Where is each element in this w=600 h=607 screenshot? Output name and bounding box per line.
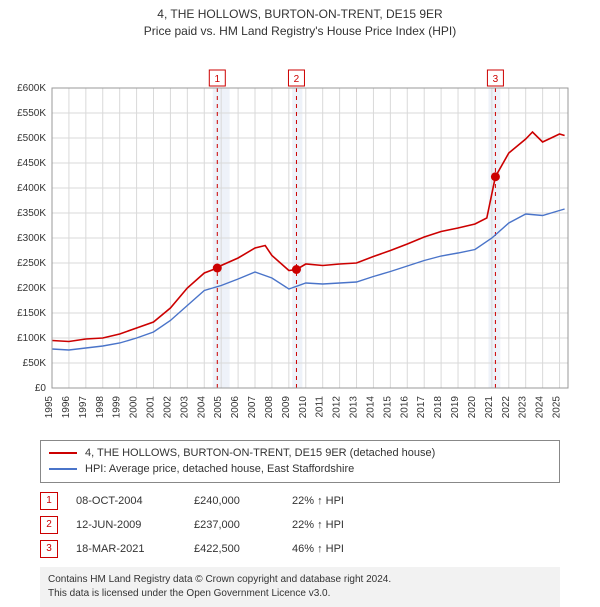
- x-tick-label: 2004: [196, 395, 207, 418]
- legend-label: 4, THE HOLLOWS, BURTON-ON-TRENT, DE15 9E…: [85, 445, 435, 462]
- legend-item: 4, THE HOLLOWS, BURTON-ON-TRENT, DE15 9E…: [49, 445, 551, 462]
- legend-label: HPI: Average price, detached house, East…: [85, 461, 354, 478]
- sale-row-pct: 22% ↑ HPI: [292, 519, 392, 531]
- y-tick-label: £200K: [17, 283, 46, 294]
- x-tick-label: 1995: [44, 395, 55, 418]
- x-tick-label: 1999: [112, 395, 123, 418]
- y-tick-label: £250K: [17, 258, 46, 269]
- x-tick-label: 2008: [264, 395, 275, 418]
- x-tick-label: 2011: [315, 395, 326, 417]
- sales-table: 1 08-OCT-2004 £240,000 22% ↑ HPI 2 12-JUN-200…: [40, 489, 560, 561]
- y-tick-label: £550K: [17, 108, 46, 119]
- y-tick-label: £100K: [17, 333, 46, 344]
- y-tick-label: £350K: [17, 208, 46, 219]
- sale-row-pct: 46% ↑ HPI: [292, 543, 392, 555]
- x-tick-label: 2024: [535, 395, 546, 418]
- sale-row-pct: 22% ↑ HPI: [292, 495, 392, 507]
- x-tick-label: 2020: [467, 395, 478, 418]
- legend-swatch: [49, 468, 77, 470]
- attribution-footer: Contains HM Land Registry data © Crown c…: [40, 567, 560, 607]
- legend-swatch: [49, 452, 77, 454]
- x-tick-label: 2019: [450, 395, 461, 418]
- legend-item: HPI: Average price, detached house, East…: [49, 461, 551, 478]
- chart: £0 £50K £100K £150K £200K £250K £300K £350K £400…: [0, 40, 600, 436]
- x-tick-label: 2013: [349, 395, 360, 418]
- x-tick-label: 2005: [213, 395, 224, 418]
- sale-marker: [213, 263, 222, 272]
- x-tick-label: 2012: [332, 395, 343, 418]
- x-tick-label: 2016: [399, 395, 410, 418]
- x-tick-label: 2014: [365, 395, 376, 418]
- sale-row-badge: 1: [40, 492, 58, 510]
- x-tick-label: 1996: [61, 395, 72, 418]
- sale-row-date: 08-OCT-2004: [76, 495, 176, 507]
- sale-row-date: 12-JUN-2009: [76, 519, 176, 531]
- title-line2: Price paid vs. HM Land Registry's House …: [0, 23, 600, 40]
- x-tick-label: 2025: [552, 395, 563, 418]
- x-tick-label: 2010: [298, 395, 309, 418]
- y-tick-label: £300K: [17, 233, 46, 244]
- y-tick-label: £150K: [17, 308, 46, 319]
- y-tick-label: £500K: [17, 133, 46, 144]
- x-tick-label: 2007: [247, 395, 258, 418]
- x-tick-label: 2017: [416, 395, 427, 418]
- x-tick-label: 1998: [95, 395, 106, 418]
- title-line1: 4, THE HOLLOWS, BURTON-ON-TRENT, DE15 9E…: [0, 6, 600, 23]
- sale-badge-label: 2: [294, 74, 300, 85]
- x-tick-label: 2021: [484, 395, 495, 418]
- sale-marker: [491, 172, 500, 181]
- y-tick-label: £0: [35, 383, 47, 394]
- x-tick-label: 2006: [230, 395, 241, 418]
- sale-row: 3 18-MAR-2021 £422,500 46% ↑ HPI: [40, 537, 560, 561]
- sale-badge-label: 1: [215, 74, 221, 85]
- x-tick-label: 2003: [179, 395, 190, 418]
- sale-row-price: £422,500: [194, 543, 274, 555]
- x-tick-label: 2022: [501, 395, 512, 418]
- sale-row-badge: 2: [40, 516, 58, 534]
- footer-line2: This data is licensed under the Open Gov…: [48, 587, 552, 601]
- sale-row-price: £237,000: [194, 519, 274, 531]
- x-tick-label: 2001: [146, 395, 157, 418]
- x-tick-label: 2009: [281, 395, 292, 418]
- sale-row: 2 12-JUN-2009 £237,000 22% ↑ HPI: [40, 513, 560, 537]
- sale-row: 1 08-OCT-2004 £240,000 22% ↑ HPI: [40, 489, 560, 513]
- x-tick-label: 2023: [518, 395, 529, 418]
- chart-title: 4, THE HOLLOWS, BURTON-ON-TRENT, DE15 9E…: [0, 0, 600, 40]
- legend: 4, THE HOLLOWS, BURTON-ON-TRENT, DE15 9E…: [40, 440, 560, 483]
- sale-row-badge: 3: [40, 540, 58, 558]
- x-tick-label: 2018: [433, 395, 444, 418]
- x-tick-label: 2002: [162, 395, 173, 418]
- sale-marker: [292, 265, 301, 274]
- x-tick-label: 2015: [382, 395, 393, 418]
- y-tick-label: £450K: [17, 158, 46, 169]
- sale-row-price: £240,000: [194, 495, 274, 507]
- sale-row-date: 18-MAR-2021: [76, 543, 176, 555]
- chart-svg: £0 £50K £100K £150K £200K £250K £300K £350K £400…: [0, 40, 600, 436]
- y-tick-label: £600K: [17, 83, 46, 94]
- y-tick-label: £50K: [23, 358, 47, 369]
- footer-line1: Contains HM Land Registry data © Crown c…: [48, 573, 552, 587]
- y-tick-label: £400K: [17, 183, 46, 194]
- x-tick-label: 2000: [129, 395, 140, 418]
- sale-badge-label: 3: [493, 74, 499, 85]
- x-tick-label: 1997: [78, 395, 89, 418]
